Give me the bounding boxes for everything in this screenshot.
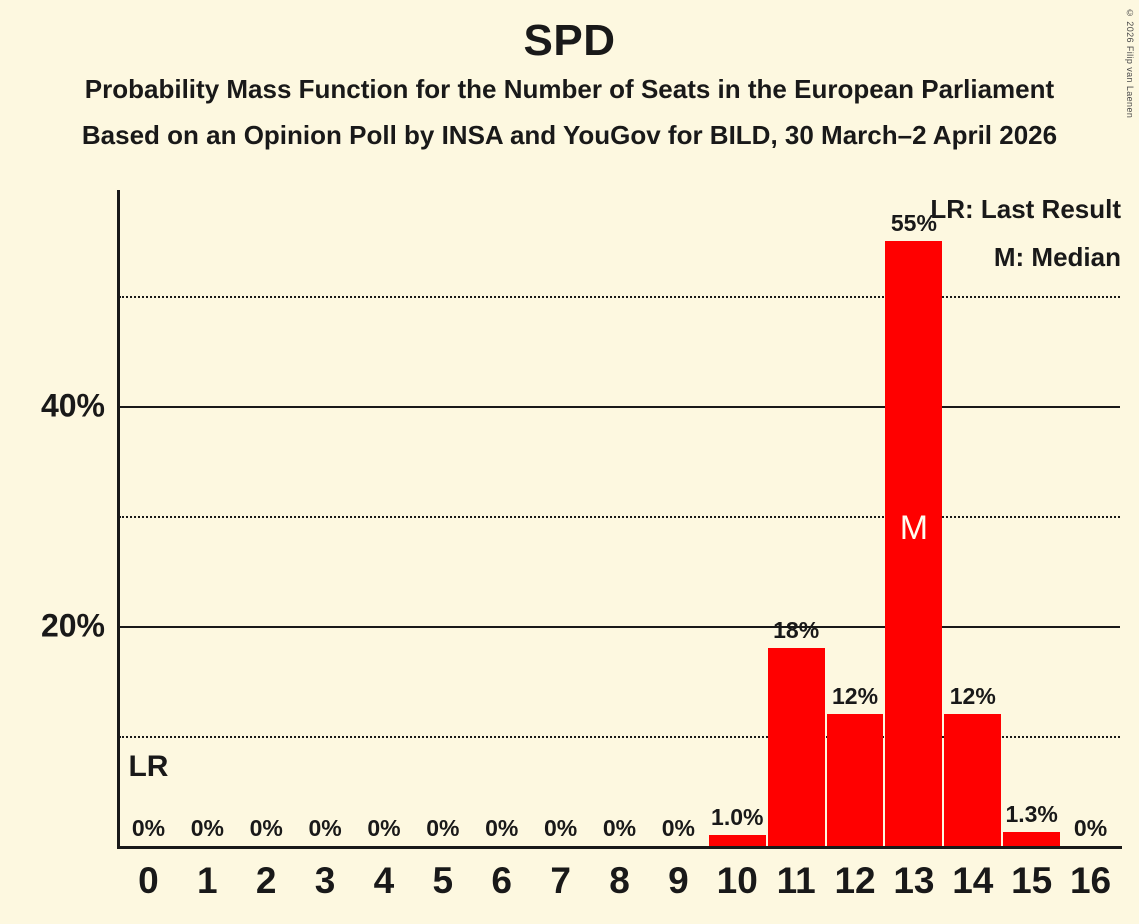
bar-value-label-seat-5: 0% xyxy=(426,815,460,841)
x-axis-tick-label-0: 0 xyxy=(138,860,159,901)
gridline-10pct xyxy=(119,735,1120,738)
bar-seat-14[interactable] xyxy=(944,713,1002,846)
x-axis-tick-label-16: 16 xyxy=(1069,860,1112,901)
gridline-40pct xyxy=(119,405,1120,408)
y-axis-labels: 20% 40% xyxy=(0,190,119,846)
gridline-20pct xyxy=(119,625,1120,628)
bar-value-label-seat-1: 0% xyxy=(190,815,224,841)
x-axis-tick-label-3: 3 xyxy=(314,860,336,901)
x-axis-tick-label-8: 8 xyxy=(609,860,630,901)
y-axis-tick-label: 20% xyxy=(40,607,105,644)
median-marker: M xyxy=(899,508,929,547)
legend-item-median: M: Median xyxy=(993,242,1121,272)
bar-slot-seat-9: 0% xyxy=(649,190,708,846)
y-axis-line xyxy=(117,190,120,846)
bar-slot-seat-16: 0% xyxy=(1061,190,1120,846)
bar-slot-seat-13: 55% M xyxy=(884,190,943,846)
bar-slot-seat-12: 12% xyxy=(826,190,885,846)
bar-value-label-seat-9: 0% xyxy=(661,815,695,841)
bar-slot-seat-0: 0% LR xyxy=(119,190,178,846)
bar-slot-seat-11: 18% xyxy=(767,190,826,846)
bar-value-label-seat-11: 18% xyxy=(773,616,820,643)
bar-value-label-seat-3: 0% xyxy=(308,815,342,841)
plot-area: 0% LR 0% 0% 0% 0% 0% 0% 0% 0% 0% 1.0% 18% 12% 55% M 12% 1… xyxy=(117,190,1122,849)
gridline-50pct xyxy=(119,295,1120,298)
x-axis-tick-label-7: 7 xyxy=(550,860,571,901)
bar-slot-seat-4: 0% xyxy=(355,190,414,846)
bar-slot-seat-15: 1.3% xyxy=(1002,190,1061,846)
x-axis-tick-label-12: 12 xyxy=(834,860,876,901)
bar-seat-15[interactable] xyxy=(1003,831,1061,846)
gridline-30pct xyxy=(119,515,1120,518)
x-axis-line xyxy=(117,846,1122,849)
title-block: SPD Probability Mass Function for the Nu… xyxy=(0,0,1139,152)
x-axis-tick-label-4: 4 xyxy=(373,860,395,901)
bar-value-label-seat-6: 0% xyxy=(485,815,519,841)
bar-seat-13[interactable] xyxy=(885,240,943,846)
chart-legend: LR: Last Result M: Median xyxy=(930,185,1121,281)
x-axis-tick-label-5: 5 xyxy=(432,860,454,901)
bar-value-label-seat-14: 12% xyxy=(949,682,996,709)
bar-slot-seat-6: 0% xyxy=(472,190,531,846)
bar-value-label-seat-8: 0% xyxy=(602,815,637,841)
bar-seat-10[interactable] xyxy=(708,835,766,846)
bar-slot-seat-7: 0% xyxy=(531,190,590,846)
bar-seat-11[interactable] xyxy=(767,647,825,846)
legend-item-last-result: LR: Last Result xyxy=(930,194,1121,224)
bar-value-label-seat-0: 0% xyxy=(131,815,166,841)
bar-value-label-seat-2: 0% xyxy=(249,815,283,841)
x-axis-tick-label-15: 15 xyxy=(1011,860,1053,901)
x-axis-tick-label-1: 1 xyxy=(197,860,218,901)
bar-slot-seat-2: 0% xyxy=(237,190,296,846)
chart-subtitle-primary: Probability Mass Function for the Number… xyxy=(84,74,1055,104)
x-axis-tick-label-13: 13 xyxy=(893,860,935,901)
y-axis-tick-label: 40% xyxy=(40,387,105,424)
x-axis-labels: 0 1 2 3 4 5 6 7 8 9 10 11 12 13 14 15 16 xyxy=(119,852,1120,912)
bar-slot-seat-10: 1.0% xyxy=(708,190,767,846)
bar-value-label-seat-16: 0% xyxy=(1073,815,1108,841)
bar-value-label-seat-15: 1.3% xyxy=(1005,800,1058,827)
page-title: SPD xyxy=(523,16,616,65)
bar-value-label-seat-13: 55% xyxy=(890,209,937,236)
bar-slot-seat-3: 0% xyxy=(296,190,355,846)
x-axis-tick-label-2: 2 xyxy=(255,860,277,901)
x-axis-tick-label-14: 14 xyxy=(952,860,994,901)
bar-value-label-seat-4: 0% xyxy=(367,815,401,841)
bar-slot-seat-1: 0% xyxy=(178,190,237,846)
x-axis-tick-label-9: 9 xyxy=(668,860,689,901)
bar-value-label-seat-12: 12% xyxy=(831,682,879,709)
chart-subtitle-source: Based on an Opinion Poll by INSA and You… xyxy=(81,120,1058,150)
bar-slot-seat-14: 12% xyxy=(943,190,1002,846)
bar-value-label-seat-7: 0% xyxy=(543,815,578,841)
bar-value-label-seat-10: 1.0% xyxy=(711,804,764,830)
x-axis-tick-label-6: 6 xyxy=(491,860,512,901)
last-result-marker: LR xyxy=(128,750,169,783)
x-axis-tick-label-11: 11 xyxy=(776,860,816,901)
bar-seat-12[interactable] xyxy=(826,713,884,846)
bar-slot-seat-8: 0% xyxy=(590,190,649,846)
x-axis-tick-label-10: 10 xyxy=(716,860,758,901)
copyright-notice: © 2026 Filip van Laenen xyxy=(1125,8,1135,119)
bar-slot-seat-5: 0% xyxy=(413,190,472,846)
